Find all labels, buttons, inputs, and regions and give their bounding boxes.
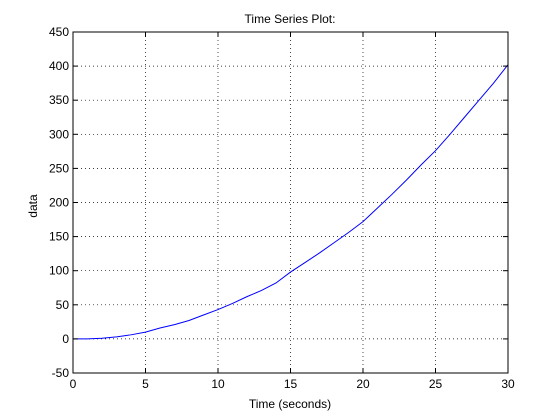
chart-title: Time Series Plot:	[245, 12, 336, 26]
x-tick-label: 25	[429, 377, 443, 391]
y-tick-label: 150	[49, 230, 69, 244]
y-tick-label: 50	[56, 298, 70, 312]
y-tick-label: 400	[49, 59, 69, 73]
y-tick-label: 0	[62, 332, 69, 346]
y-tick-label: 100	[49, 264, 69, 278]
plot-area	[73, 32, 508, 373]
x-tick-label: 10	[211, 377, 225, 391]
series-line	[73, 64, 509, 340]
series-layer	[73, 64, 509, 340]
x-tick-label: 5	[142, 377, 149, 391]
x-axis-label: Time (seconds)	[249, 397, 331, 411]
y-tick-label: -50	[52, 366, 70, 380]
x-tick-label: 20	[356, 377, 370, 391]
grid-lines	[73, 32, 508, 373]
x-tick-label: 30	[501, 377, 515, 391]
axis-ticks: 0 5 10 15 20 25 30-500501001502002503003504004…	[49, 25, 515, 391]
x-tick-label: 15	[284, 377, 298, 391]
y-tick-label: 300	[49, 127, 69, 141]
y-tick-label: 250	[49, 161, 69, 175]
x-tick-label: 0	[70, 377, 77, 391]
y-tick-label: 450	[49, 25, 69, 39]
y-axis-label: data	[26, 194, 40, 218]
y-tick-label: 350	[49, 93, 69, 107]
y-tick-label: 200	[49, 196, 69, 210]
